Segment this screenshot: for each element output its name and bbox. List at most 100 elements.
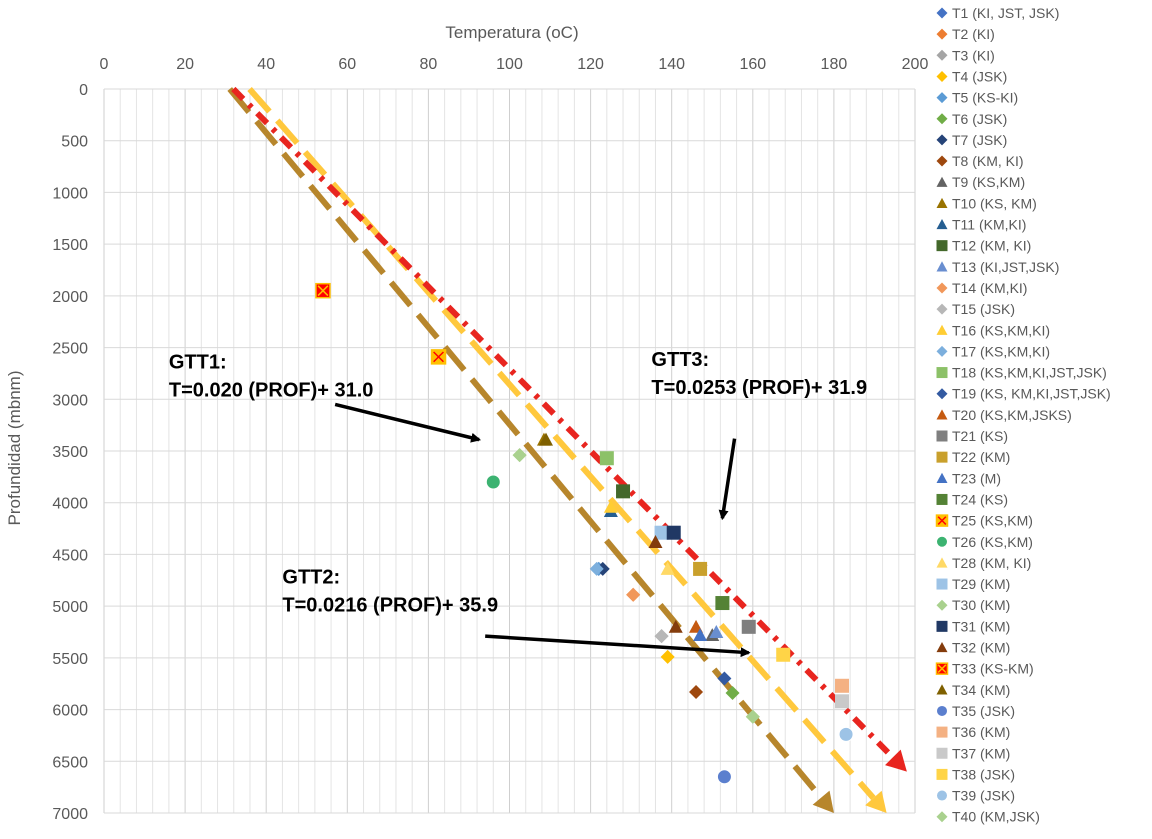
data-point-t36 (835, 678, 850, 693)
legend-label-t8: T8 (KM, KI) (952, 153, 1024, 169)
legend-label-t22: T22 (KM) (952, 449, 1010, 465)
data-point-t8 (689, 684, 704, 699)
legend-marker-t6 (936, 113, 948, 125)
legend-marker-t32 (936, 642, 948, 653)
legend-marker-t1 (936, 7, 948, 19)
legend-label-t6: T6 (JSK) (952, 111, 1007, 127)
data-point-t25-cross-b (433, 351, 444, 363)
x-tick-label: 140 (658, 56, 685, 73)
y-tick-label: 2500 (52, 341, 88, 358)
legend-marker-t16 (936, 324, 948, 335)
annotation-gtt3-arrow (718, 438, 737, 521)
x-tick-label: 180 (821, 56, 848, 73)
legend-label-t13: T13 (KI,JST,JSK) (952, 259, 1059, 275)
data-point-t24 (715, 596, 730, 611)
data-point-t21 (741, 619, 756, 634)
legend-marker-t18 (936, 367, 948, 379)
legend-label-t26: T26 (KS,KM) (952, 534, 1033, 550)
y-tick-label: 6500 (52, 754, 88, 771)
y-tick-label: 7000 (52, 806, 88, 823)
legend-label-t25: T25 (KS,KM) (952, 513, 1033, 529)
legend-marker-t29 (936, 578, 948, 590)
data-point-t40 (512, 448, 527, 463)
data-point-t37 (835, 694, 850, 709)
legend-marker-t30 (936, 599, 948, 611)
legend-label-t37: T37 (KM) (952, 745, 1010, 761)
legend-label-t40: T40 (KM,JSK) (952, 809, 1040, 825)
data-point-t32 (648, 535, 663, 548)
legend-marker-t13 (936, 261, 948, 272)
legend-marker-t21 (936, 430, 948, 442)
legend-marker-t37 (936, 747, 948, 759)
legend-marker-t15 (936, 303, 948, 315)
y-tick-label: 500 (61, 134, 88, 151)
data-point-t31 (666, 525, 681, 540)
y-tick-label: 5500 (52, 651, 88, 668)
legend-marker-t19 (936, 388, 948, 400)
axes: Temperatura (oC) Profundidad (mbnm) 0 20 4… (5, 23, 928, 823)
data-point-t33 (315, 282, 331, 299)
trend-arrowhead-gtt2 (865, 790, 887, 813)
data-point-t6 (725, 686, 740, 701)
legend-label-t35: T35 (JSK) (952, 703, 1015, 719)
legend-marker-t2 (936, 28, 948, 40)
legend-marker-t31 (936, 620, 948, 632)
annotation-gtt3-title: GTT3: (651, 349, 709, 371)
legend-marker-t33-cross-b (937, 664, 947, 674)
annotation-gtt1-arrow (334, 402, 482, 443)
data-point-t39 (838, 726, 854, 742)
legend-marker-t25 (935, 514, 949, 527)
legend-label-t5: T5 (KS-KI) (952, 90, 1018, 106)
legend-marker-t5 (936, 92, 948, 104)
legend-marker-t23 (936, 472, 948, 483)
data-point-t13 (709, 625, 724, 638)
legend-label-t10: T10 (KS, KM) (952, 195, 1037, 211)
legend-marker-t9 (936, 176, 948, 187)
x-tick-label: 0 (100, 56, 109, 73)
legend-label-t39: T39 (JSK) (952, 788, 1015, 804)
data-point-t17 (589, 561, 604, 576)
data-point-t15 (654, 629, 669, 644)
legend-marker-t17 (936, 345, 948, 357)
legend-marker-t10 (936, 197, 948, 209)
x-tick-label: 160 (739, 56, 766, 73)
legend-label-t18: T18 (KS,KM,KI,JST,JSK) (952, 365, 1107, 381)
legend-marker-t7 (936, 134, 948, 146)
legend-marker-t24 (936, 493, 948, 505)
y-tick-label: 5000 (52, 599, 88, 616)
data-point-t29 (654, 525, 669, 540)
data-point-t14 (626, 587, 641, 602)
y-tick-label: 3000 (52, 392, 88, 409)
legend-label-t19: T19 (KS, KM,KI,JST,JSK) (952, 386, 1111, 402)
legend-label-t38: T38 (JSK) (952, 766, 1015, 782)
legend-marker-t36 (936, 726, 948, 738)
data-point-t25 (430, 349, 447, 365)
legend-marker-t39 (936, 789, 948, 802)
legend-label-t2: T2 (KI) (952, 26, 995, 42)
y-tick-label: 4000 (52, 496, 88, 513)
data-point-t32 (668, 619, 683, 633)
y-tick-label: 6000 (52, 703, 88, 720)
legend-marker-t26 (936, 535, 948, 548)
legend-label-t28: T28 (KM, KI) (952, 555, 1031, 571)
x-tick-label: 20 (176, 56, 194, 73)
x-tick-label: 40 (257, 56, 275, 73)
legend-label-t21: T21 (KS) (952, 428, 1008, 444)
x-tick-label: 80 (420, 56, 438, 73)
data-point-t22 (693, 561, 708, 576)
data-point-t35 (716, 769, 732, 785)
grid (103, 88, 916, 814)
legend-label-t4: T4 (JSK) (952, 68, 1007, 84)
legend-label-t20: T20 (KS,KM,JSKS) (952, 407, 1072, 423)
legend-marker-t8 (936, 155, 948, 167)
legend-label-t33: T33 (KS-KM) (952, 661, 1034, 677)
annotation-gtt1-title: GTT1: (169, 351, 227, 373)
annotation-gtt3-equation: T=0.0253 (PROF)+ 31.9 (651, 377, 867, 399)
trend-arrowhead-gtt1 (812, 790, 834, 813)
annotation-gtt2-arrow (485, 634, 751, 658)
legend-label-t12: T12 (KM, KI) (952, 238, 1031, 254)
legend-marker-t14 (936, 282, 948, 294)
data-point-t18 (599, 451, 614, 466)
